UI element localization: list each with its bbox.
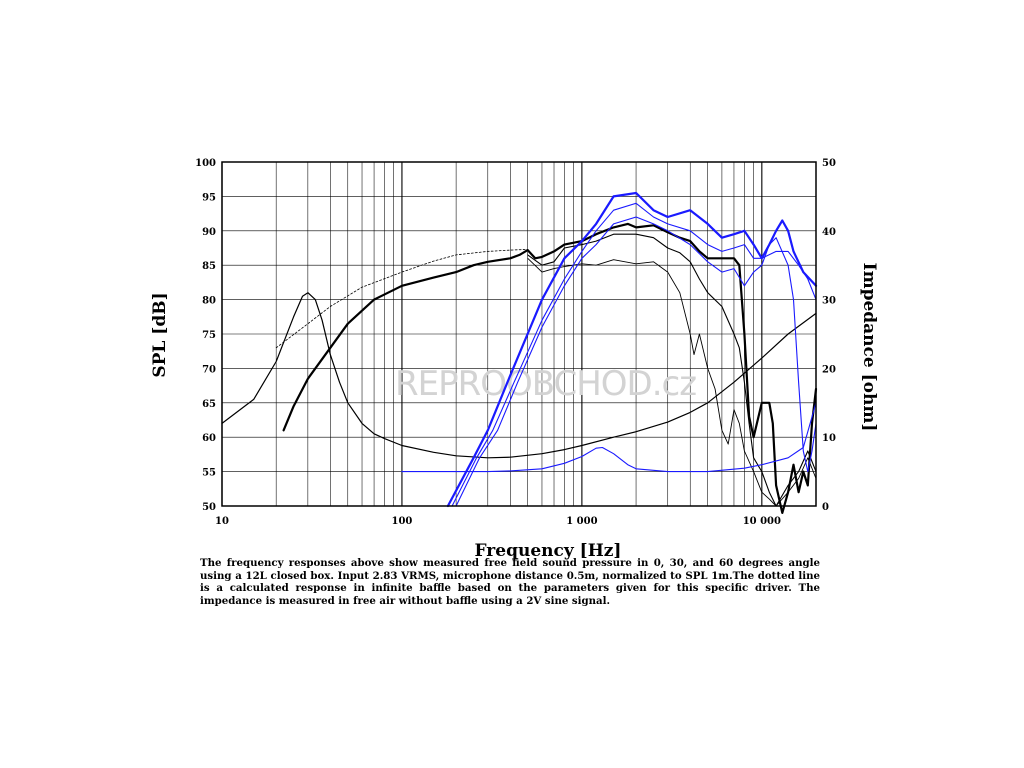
x-tick-label: 100 — [392, 516, 413, 527]
y-tick-label: 90 — [202, 227, 216, 238]
x-tick-label: 10 000 — [743, 516, 781, 527]
y-tick-label: 85 — [202, 261, 216, 272]
x-axis-title: Frequency [Hz] — [475, 541, 622, 560]
y2-tick-label: 30 — [822, 296, 836, 307]
chart-grid — [221, 161, 817, 507]
y-tick-label: 80 — [202, 296, 216, 307]
y-axis-title: SPL [dB] — [150, 292, 170, 377]
tick-labels: 10 100 1 000 10 000 50 55 60 65 70 75 80 85 90 95 100 0… — [195, 158, 836, 527]
series-line-9 — [401, 402, 817, 473]
y-tick-label: 50 — [202, 502, 216, 513]
series-line-6 — [446, 191, 818, 508]
y2-axis-title: Impedance [ohm] — [859, 263, 879, 432]
series-line-7 — [451, 202, 817, 507]
y2-tick-label: 10 — [822, 433, 836, 444]
plot-frame — [221, 161, 817, 507]
series-line-2 — [275, 249, 529, 349]
y2-tick-label: 20 — [822, 364, 836, 375]
y-tick-label: 65 — [202, 399, 216, 410]
x-tick-label: 1 000 — [566, 516, 597, 527]
series-line-4 — [527, 233, 817, 507]
y-tick-label: 95 — [202, 192, 216, 203]
series-line-5 — [527, 257, 817, 507]
y-tick-label: 75 — [202, 330, 216, 341]
chart-series — [221, 191, 818, 514]
y-tick-label: 70 — [202, 364, 216, 375]
y2-tick-label: 40 — [822, 227, 836, 238]
y2-tick-label: 0 — [822, 502, 829, 513]
series-line-1 — [221, 292, 817, 459]
chart-caption: The frequency responses above show measu… — [200, 557, 820, 607]
y-tick-label: 55 — [202, 468, 216, 479]
y-tick-label: 100 — [195, 158, 216, 169]
watermark: REPROOBCHOD.cz — [395, 364, 696, 404]
y-tick-label: 60 — [202, 433, 216, 444]
y2-tick-label: 50 — [822, 158, 836, 169]
series-line-8 — [455, 216, 817, 507]
frequency-response-chart: REPROOBCHOD.cz 10 100 1 000 10 000505560657… — [150, 158, 879, 560]
x-tick-label: 10 — [215, 516, 229, 527]
series-line-3 — [282, 222, 818, 514]
